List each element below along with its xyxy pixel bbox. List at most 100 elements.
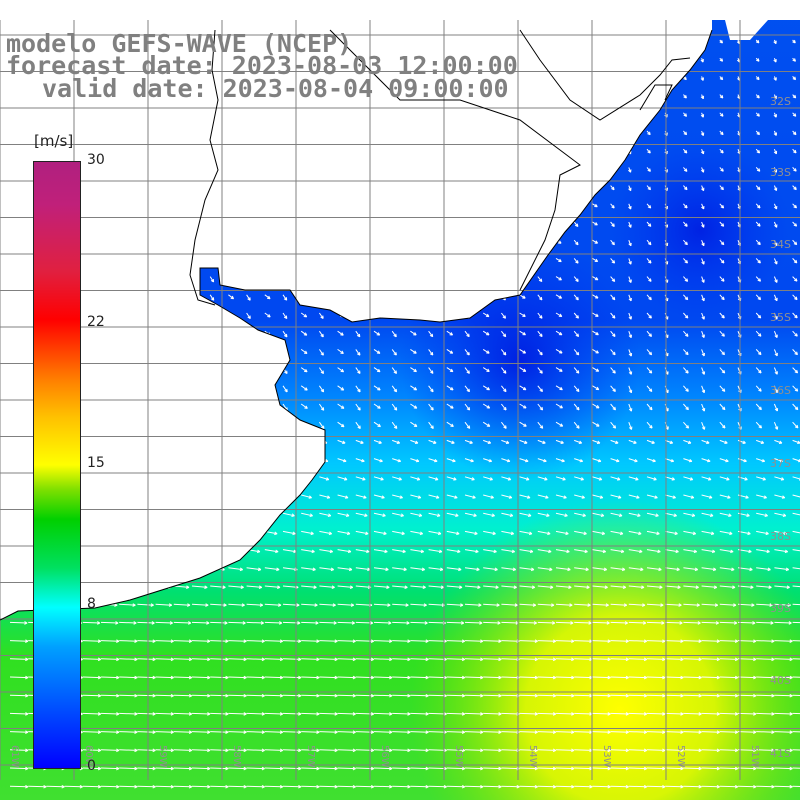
wind-arrow-head: [298, 639, 302, 643]
wind-arrow: [119, 640, 138, 642]
wind-arrow-head: [545, 495, 549, 499]
wind-arrow-head: [734, 730, 739, 734]
wind-arrow-head: [683, 113, 687, 117]
wind-arrow-head: [224, 621, 228, 625]
wind-arrow-head: [298, 693, 302, 698]
wind-arrow: [646, 439, 655, 444]
wind-arrow-head: [793, 186, 797, 191]
wind-arrow: [555, 458, 565, 462]
wind-arrow-head: [413, 332, 417, 336]
wind-arrow: [410, 421, 418, 427]
wind-arrow: [646, 676, 666, 679]
wind-arrow: [592, 767, 611, 770]
wind-arrow-head: [480, 712, 484, 716]
wind-arrow: [537, 403, 543, 411]
wind-arrow: [446, 367, 454, 373]
wind-arrow-head: [721, 296, 725, 301]
wind-arrow: [373, 731, 393, 733]
wind-arrow: [446, 712, 465, 715]
wind-arrow-head: [786, 585, 790, 589]
wind-arrow: [392, 530, 405, 535]
wind-arrow: [537, 512, 550, 517]
latitude-label: 40S: [770, 674, 791, 687]
wind-arrow-head: [279, 730, 284, 734]
wind-arrow-head: [168, 603, 173, 607]
wind-arrow: [683, 785, 702, 788]
wind-arrow: [792, 749, 800, 751]
wind-arrow-head: [187, 603, 191, 607]
wind-arrow-head: [210, 278, 215, 283]
wind-arrow: [410, 640, 429, 642]
wind-arrow-head: [774, 389, 778, 394]
wind-arrow: [373, 330, 380, 336]
wind-arrow: [501, 785, 520, 788]
wind-arrow: [428, 330, 434, 337]
wind-arrow: [446, 439, 455, 444]
wind-arrow: [792, 640, 800, 642]
wind-arrow-head: [716, 693, 720, 698]
wind-arrow-head: [571, 766, 575, 771]
wind-arrow: [683, 603, 700, 606]
wind-arrow-head: [349, 585, 354, 589]
wind-arrow: [683, 712, 702, 715]
wind-arrow: [537, 785, 556, 788]
wind-arrow-head: [480, 675, 484, 680]
wind-arrow-head: [393, 425, 398, 429]
wind-arrow: [410, 749, 429, 751]
wind-arrow-head: [314, 603, 318, 607]
wind-arrow-head: [458, 567, 462, 572]
wind-arrow-head: [720, 168, 724, 172]
wind-arrow: [683, 767, 702, 770]
wind-arrow: [665, 767, 684, 770]
wind-arrow: [610, 403, 616, 411]
wind-arrow: [483, 458, 492, 462]
wind-arrow: [464, 367, 470, 374]
wind-arrow: [355, 349, 361, 356]
latitude-label: 32S: [770, 95, 791, 108]
wind-arrow-head: [620, 549, 625, 554]
wind-arrow: [555, 749, 575, 751]
wind-arrow: [282, 712, 302, 715]
wind-arrow-head: [334, 639, 338, 643]
wind-arrow-head: [260, 621, 264, 625]
wind-arrow-head: [279, 657, 284, 662]
wind-arrow: [719, 585, 736, 588]
wind-arrow: [665, 658, 684, 660]
wind-arrow: [483, 785, 502, 788]
wind-arrow-head: [498, 657, 502, 662]
wind-arrow: [483, 603, 500, 606]
wind-arrow-head: [680, 675, 684, 680]
wind-arrow-head: [647, 186, 651, 191]
wind-arrow-head: [625, 675, 629, 680]
wind-arrow-head: [611, 223, 615, 227]
wind-arrow: [537, 694, 556, 697]
wind-arrow: [628, 767, 647, 770]
wind-arrow-head: [134, 657, 138, 662]
wind-arrow: [555, 712, 575, 715]
wind-arrow-head: [662, 748, 666, 753]
wind-arrow-head: [389, 784, 393, 789]
wind-arrow-head: [434, 458, 438, 463]
wind-arrow: [355, 658, 374, 660]
longitude-label: 58W: [231, 745, 242, 768]
wind-arrow-head: [789, 730, 793, 734]
wind-arrow-head: [406, 621, 410, 625]
wind-arrow: [683, 367, 689, 374]
wind-arrow-head: [498, 766, 502, 771]
wind-arrow-head: [437, 531, 442, 536]
wind-arrow: [628, 458, 638, 462]
wind-arrow-head: [617, 477, 621, 481]
wind-arrow: [410, 712, 429, 715]
wind-arrow-head: [543, 458, 547, 463]
wind-arrow: [537, 367, 543, 374]
wind-arrow-head: [490, 495, 494, 499]
wind-arrow-head: [473, 513, 477, 517]
wind-arrow: [464, 421, 471, 429]
wind-arrow: [300, 385, 308, 391]
wind-arrow-head: [680, 639, 684, 643]
wind-arrow: [719, 312, 725, 319]
wind-arrow-head: [756, 94, 760, 99]
wind-arrow: [155, 767, 174, 770]
wind-arrow-head: [486, 332, 490, 336]
wind-arrow: [665, 567, 680, 571]
